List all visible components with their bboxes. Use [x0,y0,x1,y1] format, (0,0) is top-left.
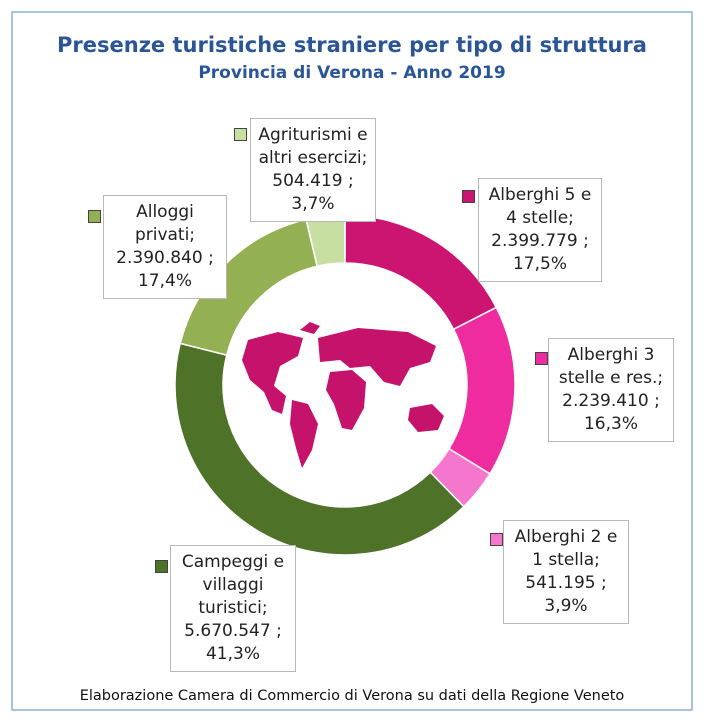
value-label: 541.195 ; [525,573,607,593]
data-label-box: Alberghi 2 e 1 stella; 541.195 ; 3,9% [503,520,629,624]
percentage-label: 3,7% [291,194,335,214]
data-label-box: Campeggi e villaggi turistici; 5.670.547 … [170,545,296,672]
chart-subtitle: Provincia di Verona - Anno 2019 [198,63,505,83]
frame [11,11,693,711]
percentage-label: 16,3% [583,414,638,434]
footnote: Elaborazione Camera di Commercio di Vero… [79,688,625,704]
world-map [242,322,444,468]
category-label: Agriturismi e altri esercizi; [258,125,368,168]
percentage-label: 41,3% [205,644,260,664]
donut [174,214,516,556]
legend-swatch [490,533,503,546]
category-label: Alberghi 5 e 4 stelle; [488,185,592,228]
percentage-label: 17,5% [512,254,567,274]
category-label: Alberghi 2 e 1 stella; [514,527,618,570]
percentage-label: 17,4% [137,271,192,291]
value-label: 2.399.779 ; [491,231,589,251]
percentage-label: 3,9% [544,596,588,616]
legend-swatch [234,128,247,141]
category-label: Campeggi e villaggi turistici; [181,552,285,618]
legend-swatch [462,190,475,203]
data-label-box: Alloggi privati; 2.390.840 ; 17,4% [103,195,227,299]
value-label: 5.670.547 ; [184,621,282,641]
data-label-box: Alberghi 5 e 4 stelle; 2.399.779 ; 17,5% [478,178,602,282]
value-label: 2.390.840 ; [116,248,214,268]
value-label: 2.239.410 ; [562,391,660,411]
category-label: Alberghi 3 stelle e res.; [558,345,664,388]
value-label: 504.419 ; [272,171,354,191]
category-label: Alloggi privati; [134,202,196,245]
legend-swatch [155,560,168,573]
data-label-box: Agriturismi e altri esercizi; 504.419 ; 3,… [250,118,376,222]
legend-swatch [535,352,548,365]
chart-title: Presenze turistiche straniere per tipo d… [57,33,647,57]
legend-swatch [88,210,101,223]
data-label-box: Alberghi 3 stelle e res.; 2.239.410 ; 16,3… [548,338,674,442]
